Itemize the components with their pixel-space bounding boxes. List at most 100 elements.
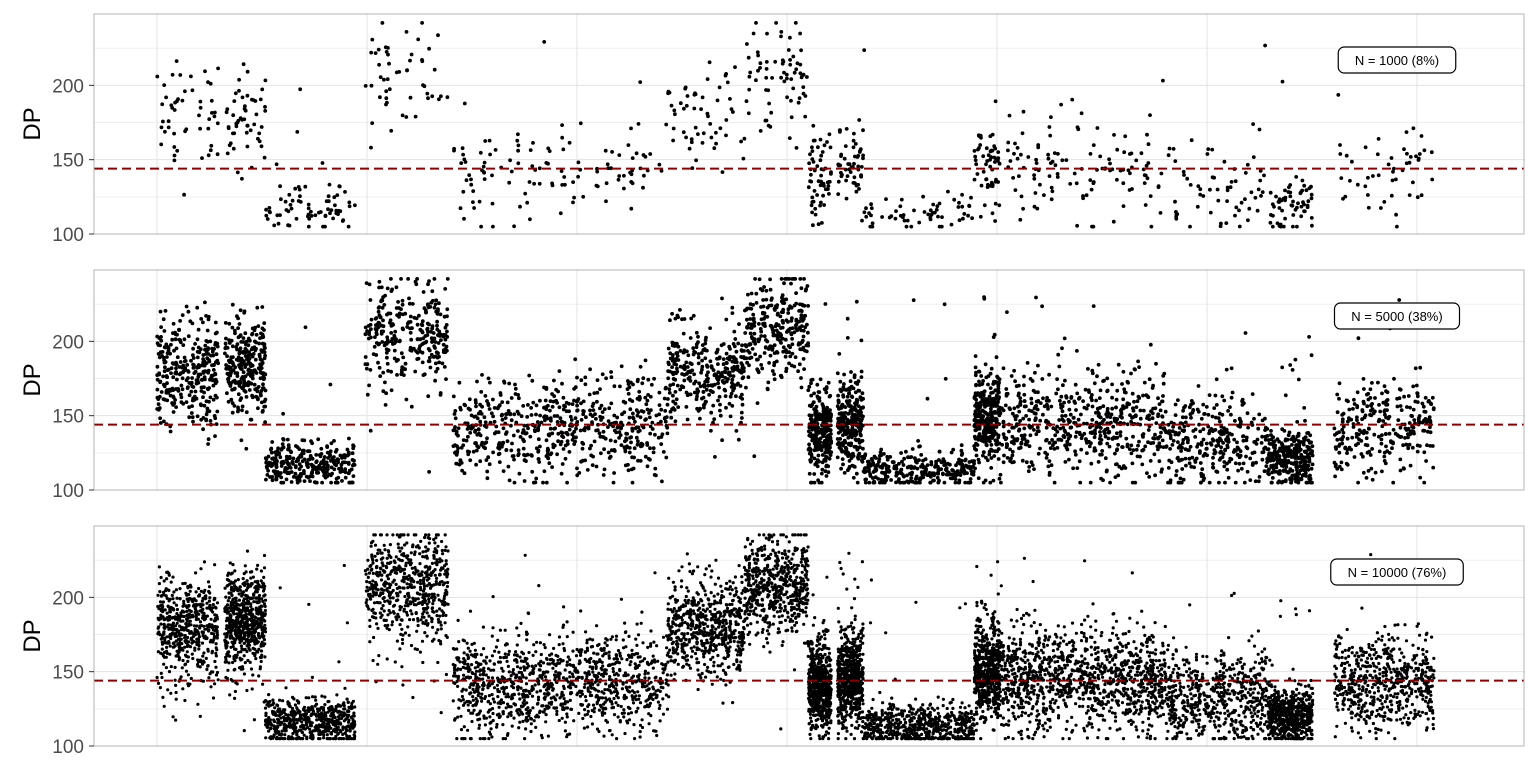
data-point — [1128, 171, 1132, 176]
data-point — [1298, 191, 1303, 196]
data-point — [243, 108, 248, 113]
data-point — [798, 277, 803, 281]
data-point — [751, 303, 755, 307]
data-point — [616, 177, 621, 182]
data-point — [473, 414, 478, 419]
data-point — [445, 307, 450, 312]
data-point — [1131, 408, 1136, 413]
data-point — [1415, 195, 1420, 200]
data-point — [990, 184, 995, 189]
data-point — [788, 62, 793, 67]
data-point — [1428, 430, 1433, 435]
data-point — [233, 91, 238, 96]
data-point — [1024, 414, 1028, 418]
data-point — [779, 75, 783, 80]
data-point — [772, 377, 777, 382]
data-point — [1274, 194, 1278, 199]
data-point — [792, 70, 797, 75]
data-point — [827, 192, 831, 196]
data-point — [1126, 168, 1131, 173]
data-point — [819, 480, 824, 485]
data-point — [587, 392, 592, 397]
data-point — [1118, 430, 1123, 434]
data-point — [326, 194, 331, 199]
data-point — [1305, 465, 1309, 470]
data-point — [485, 436, 489, 441]
data-point — [1008, 159, 1013, 163]
data-point — [463, 160, 468, 164]
data-point — [640, 381, 645, 386]
data-point — [823, 187, 828, 192]
data-point — [1198, 429, 1203, 434]
data-point — [328, 452, 332, 457]
data-point — [802, 277, 806, 281]
data-point — [216, 66, 221, 71]
data-point — [384, 89, 389, 94]
data-point — [937, 449, 942, 454]
data-point — [664, 455, 669, 460]
data-point — [1263, 416, 1267, 421]
data-point — [960, 192, 964, 197]
data-point — [745, 360, 749, 365]
data-point — [1019, 440, 1024, 445]
data-point — [795, 61, 800, 66]
data-point — [231, 368, 236, 373]
data-point — [718, 413, 723, 418]
data-point — [606, 419, 611, 423]
data-point — [845, 425, 850, 430]
data-point — [729, 391, 734, 396]
data-point — [1363, 145, 1368, 150]
data-point — [581, 194, 586, 199]
data-point — [651, 450, 656, 455]
data-point — [206, 437, 211, 442]
data-point — [1411, 180, 1415, 185]
data-point — [842, 431, 847, 436]
data-point — [541, 480, 545, 485]
data-point — [1187, 448, 1191, 452]
data-point — [701, 389, 706, 394]
data-point — [420, 58, 424, 62]
data-point — [365, 362, 370, 367]
data-point — [1110, 382, 1114, 387]
data-point — [1074, 181, 1079, 186]
data-point — [1034, 157, 1038, 162]
data-point — [1006, 140, 1011, 145]
data-point — [985, 159, 990, 163]
data-point — [1304, 480, 1309, 485]
data-point — [420, 319, 425, 324]
data-point — [1355, 390, 1360, 395]
data-point — [258, 97, 263, 102]
data-point — [634, 151, 639, 156]
data-point — [810, 149, 815, 154]
data-point — [1366, 397, 1371, 402]
data-point — [692, 372, 696, 377]
data-point — [548, 408, 552, 413]
data-point — [724, 133, 728, 138]
data-point — [392, 341, 397, 346]
data-point — [968, 477, 973, 481]
data-point — [530, 164, 535, 169]
data-point — [438, 312, 443, 317]
data-point — [1162, 371, 1167, 376]
data-point — [1379, 441, 1384, 446]
data-point — [451, 394, 456, 399]
data-point — [705, 363, 709, 368]
data-point — [1253, 195, 1258, 200]
data-point — [1173, 199, 1177, 204]
data-point — [779, 277, 784, 281]
data-point — [1041, 396, 1045, 401]
data-point — [490, 201, 495, 206]
data-point — [1364, 430, 1369, 435]
data-point — [469, 182, 474, 187]
data-point — [672, 108, 677, 113]
data-point — [1156, 185, 1161, 190]
data-point — [599, 451, 603, 456]
data-point — [1036, 451, 1041, 456]
data-point — [1018, 396, 1023, 400]
data-point — [996, 159, 1000, 163]
data-point — [1293, 207, 1298, 212]
data-point — [634, 435, 639, 440]
data-point — [1105, 376, 1110, 381]
data-point — [678, 308, 682, 312]
data-point — [689, 137, 694, 142]
